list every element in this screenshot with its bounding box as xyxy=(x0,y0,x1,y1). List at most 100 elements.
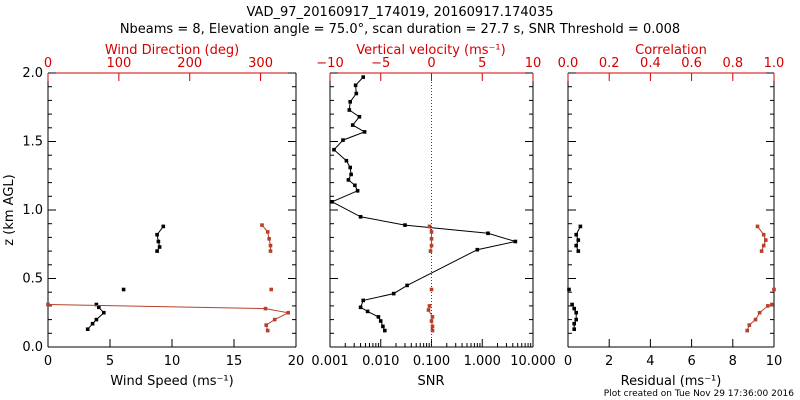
residual-black-data-point xyxy=(572,306,576,311)
snr-black-data-point xyxy=(349,172,353,177)
wind-black-data-point xyxy=(94,317,99,322)
wind-x-tick-label: 10 xyxy=(164,354,181,369)
snr-x-tick-label: 10.000 xyxy=(510,354,556,369)
snr-top-tick-label: 10 xyxy=(525,56,542,71)
snr-top-tick-label: 0 xyxy=(427,56,435,71)
wind-top-tick-label: 100 xyxy=(106,56,131,71)
y-axis-label: z (km AGL) xyxy=(2,174,17,245)
wind-top-tick-label: 300 xyxy=(248,56,273,71)
residual-series_red-data-point xyxy=(770,302,774,307)
snr-series_red-data-point xyxy=(429,243,434,248)
residual-top-axis-label: Correlation xyxy=(635,43,707,58)
wind-black-data-point xyxy=(97,305,101,310)
residual-series_red-data-point xyxy=(755,224,760,229)
snr-series_red-data-point xyxy=(426,308,431,312)
wind-series_red-series-line xyxy=(47,304,290,331)
snr-black-data-point xyxy=(361,298,365,303)
snr-black-data-point xyxy=(357,115,362,119)
residual-series_red-data-point xyxy=(764,238,768,242)
snr-black-data-point xyxy=(362,130,367,134)
residual-panel: Correlation Residual (ms⁻¹) 0 2 4 6 8 10 0.0 0.… xyxy=(558,43,785,389)
wind-series_red-data-point xyxy=(263,306,268,311)
snr-x-tick-label: 1.000 xyxy=(464,354,501,369)
wind-series_red-data-point xyxy=(264,323,268,327)
snr-black-data-point xyxy=(381,324,385,329)
chart-title-line2: Nbeams = 8, Elevation angle = 75.0°, sca… xyxy=(120,22,680,37)
snr-panel: Vertical velocity (ms⁻¹) SNR 0.001 0.010 0… xyxy=(311,43,555,389)
residual-series_red-data-point xyxy=(753,317,758,322)
wind-x-tick-label: 0 xyxy=(44,354,52,369)
wind-top-axis-label: Wind Direction (deg) xyxy=(105,43,239,58)
wind-x-tick-label: 15 xyxy=(226,354,243,369)
wind-x-axis-label: Wind Speed (ms⁻¹) xyxy=(110,374,233,389)
snr-black-data-point xyxy=(344,158,349,163)
wind-series_red-data-point xyxy=(269,287,273,292)
residual-black-data-point xyxy=(570,302,574,307)
snr-x-axis-label: SNR xyxy=(417,374,444,389)
snr-series_red-data-point xyxy=(429,287,434,292)
snr-black-data-point xyxy=(341,138,345,142)
snr-series_red-data-point xyxy=(427,304,432,308)
snr-top-tick-label: −10 xyxy=(316,56,343,71)
wind-series_red-data-point xyxy=(268,249,273,253)
wind-black-data-point xyxy=(157,245,162,249)
snr-x-tick-label: 0.010 xyxy=(362,354,399,369)
wind-series_red-data-point xyxy=(265,230,270,234)
residual-black-data-point xyxy=(574,310,578,315)
snr-black-data-point xyxy=(347,108,352,112)
snr-black-data-point xyxy=(403,223,407,227)
residual-series_red-data-point xyxy=(745,328,749,333)
snr-black-data-point xyxy=(486,231,490,236)
wind-series_red-data-point xyxy=(286,310,290,315)
residual-top-tick-label: 0.8 xyxy=(722,56,743,71)
wind-black-series-line xyxy=(87,304,105,330)
snr-x-tick-label: 0.100 xyxy=(413,354,450,369)
wind-panel: Wind Direction (deg) Wind Speed (ms⁻¹) z… xyxy=(2,43,304,389)
wind-black-data-point xyxy=(102,310,106,315)
snr-series_red-data-point xyxy=(429,230,434,234)
residual-series_red-data-point xyxy=(761,243,766,248)
plot-created-footer: Plot created on Tue Nov 29 17:36:00 2016 xyxy=(604,389,794,399)
wind-series_red-data-point xyxy=(46,302,50,307)
snr-black-data-point xyxy=(332,147,336,152)
snr-top-axis-label: Vertical velocity (ms⁻¹) xyxy=(356,43,505,58)
residual-x-axis-label: Residual (ms⁻¹) xyxy=(621,374,722,389)
snr-black-data-point xyxy=(365,309,370,314)
snr-black-data-point xyxy=(358,305,363,310)
wind-x-tick-label: 20 xyxy=(288,354,305,369)
y-tick-label: 2.0 xyxy=(22,66,43,81)
chart-title-line1: VAD_97_20160917_174019, 20160917.174035 xyxy=(247,5,554,20)
snr-top-tick-label: −5 xyxy=(371,56,390,71)
wind-black-data-point xyxy=(156,239,161,244)
residual-black-data-point xyxy=(572,321,576,326)
snr-series_red-data-point xyxy=(428,249,433,253)
residual-x-tick-label: 8 xyxy=(729,354,737,369)
wind-black-data-point xyxy=(85,327,90,331)
y-tick-label: 0.5 xyxy=(22,272,43,287)
wind-black-data-point xyxy=(90,321,95,326)
snr-black-data-point xyxy=(405,283,409,288)
snr-black-data-point xyxy=(391,291,396,296)
residual-series_red-data-point xyxy=(761,232,766,237)
wind-series_red-data-point xyxy=(265,328,270,333)
snr-top-tick-label: 5 xyxy=(478,56,486,71)
residual-black-data-point xyxy=(567,287,571,292)
snr-black-data-point xyxy=(376,315,381,319)
residual-x-tick-label: 6 xyxy=(687,354,695,369)
snr-black-data-point xyxy=(475,247,480,252)
wind-series_red-data-point xyxy=(260,223,264,227)
wind-black-data-point xyxy=(94,302,99,307)
residual-series_red-data-point xyxy=(759,249,764,253)
snr-black-data-point xyxy=(348,165,352,170)
residual-series_red-data-point xyxy=(747,323,752,327)
snr-black-data-point xyxy=(330,200,334,204)
residual-x-tick-label: 2 xyxy=(605,354,613,369)
y-tick-label: 1.5 xyxy=(22,135,43,150)
residual-x-tick-label: 10 xyxy=(766,354,783,369)
snr-black-data-point xyxy=(348,100,352,104)
wind-black-data-point xyxy=(155,249,159,253)
wind-black-data-point xyxy=(161,224,166,229)
wind-x-tick-label: 5 xyxy=(106,354,114,369)
residual-top-tick-label: 1.0 xyxy=(764,56,785,71)
